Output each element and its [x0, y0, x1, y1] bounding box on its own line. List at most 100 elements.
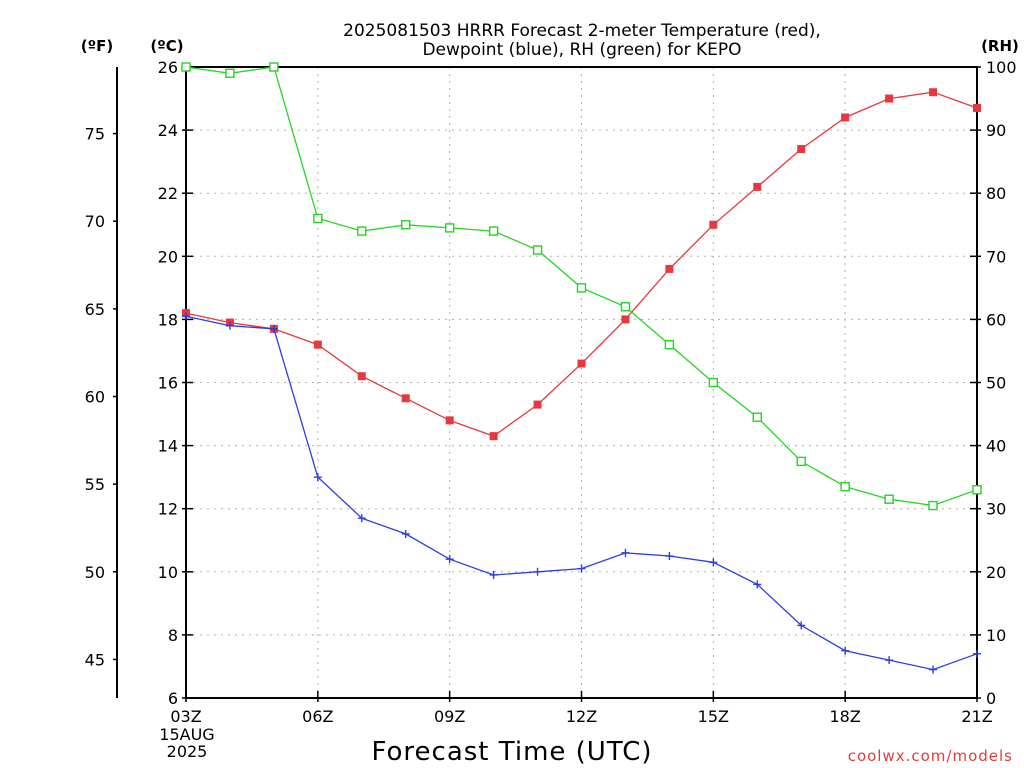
temperature-point [621, 315, 630, 324]
temperature-point [577, 359, 586, 368]
series-dewpoint [182, 312, 981, 674]
fahrenheit-tick-label: 65 [85, 300, 105, 319]
dewpoint-point [929, 665, 938, 674]
data-series [181, 62, 982, 674]
rh-point [444, 223, 455, 233]
dewpoint-point [577, 564, 586, 573]
rh-point [401, 220, 411, 230]
dewpoint-point [709, 558, 718, 567]
celsius-tick-label: 14 [158, 437, 178, 456]
temperature-point [973, 104, 981, 113]
rh-tick-label: 60 [986, 310, 1006, 329]
unit-label-fahrenheit: (ºF) [81, 37, 113, 55]
rh-point [972, 485, 982, 495]
celsius-tick-label: 12 [158, 500, 178, 519]
dewpoint-point [753, 580, 762, 589]
rh-point [708, 377, 719, 388]
x-axis-label: Forecast Time (UTC) [371, 737, 652, 767]
dewpoint-point [665, 552, 674, 561]
celsius-tick-label: 22 [158, 184, 178, 203]
credit-label: coolwx.com/models [848, 747, 1013, 765]
celsius-tick-label: 20 [158, 247, 178, 266]
dewpoint-point [357, 514, 366, 523]
dewpoint-point [885, 656, 894, 665]
dewpoint-point [841, 646, 850, 655]
dewpoint-point [269, 324, 278, 333]
rh-point [796, 456, 806, 467]
temperature-point [401, 394, 410, 403]
rh-tick-label: 90 [986, 121, 1006, 140]
rh-tick-label: 50 [986, 374, 1006, 393]
celsius-tick-label: 6 [168, 689, 178, 708]
rh-point [313, 213, 323, 224]
dewpoint-point [533, 567, 542, 576]
temperature-point [841, 113, 850, 122]
rh-point [357, 226, 367, 236]
rh-point [840, 481, 850, 492]
fahrenheit-tick-label: 45 [85, 650, 105, 669]
x-tick-label: 09Z [434, 707, 465, 726]
dewpoint-point [973, 649, 981, 658]
celsius-tick-label: 24 [158, 121, 178, 140]
rh-point [488, 226, 499, 236]
unit-label-celsius: (ºC) [150, 37, 183, 55]
dewpoint-point [313, 473, 322, 482]
temperature-point [489, 432, 498, 441]
temperature-point [445, 416, 454, 425]
temperature-point [357, 372, 366, 381]
fahrenheit-tick-label: 75 [85, 125, 105, 144]
x-tick-label: 12Z [566, 707, 597, 726]
temperature-point [709, 220, 718, 229]
x-tick-label: 18Z [830, 707, 861, 726]
date-label-year: 2025 [167, 742, 208, 761]
rh-point [532, 245, 543, 255]
rh-tick-label: 20 [986, 563, 1006, 582]
temperature-point [797, 145, 806, 154]
axes [113, 66, 981, 702]
rh-point [181, 62, 191, 72]
temperature-point [753, 182, 762, 191]
rh-tick-label: 30 [986, 500, 1006, 519]
rh-point [620, 302, 631, 312]
temperature-point [929, 88, 938, 97]
dewpoint-point [489, 570, 498, 579]
x-tick-label: 06Z [302, 707, 333, 726]
temperature-point [313, 340, 322, 349]
x-tick-label: 21Z [961, 707, 992, 726]
grid [186, 66, 977, 698]
rh-tick-label: 70 [986, 247, 1006, 266]
unit-label-rh: (RH) [981, 37, 1019, 55]
temperature-point [533, 400, 542, 409]
dewpoint-point [621, 548, 630, 557]
celsius-tick-label: 8 [168, 626, 178, 645]
celsius-tick-label: 10 [158, 563, 178, 582]
rh-tick-label: 100 [986, 58, 1017, 77]
rh-point [752, 412, 762, 422]
celsius-tick-label: 18 [158, 310, 178, 329]
temperature-point [885, 94, 894, 103]
rh-point [576, 283, 587, 293]
dewpoint-point [445, 555, 454, 564]
x-tick-label: 03Z [170, 707, 201, 726]
dewpoint-point [182, 312, 190, 321]
fahrenheit-tick-label: 70 [85, 212, 105, 231]
chart-title: 2025081503 HRRR Forecast 2-meter Tempera… [343, 21, 821, 41]
date-label-day: 15AUG [159, 725, 214, 744]
fahrenheit-tick-label: 50 [85, 563, 105, 582]
celsius-tick-label: 26 [158, 58, 178, 77]
dewpoint-point [401, 529, 410, 538]
celsius-tick-label: 16 [158, 374, 178, 393]
rh-tick-label: 0 [986, 689, 996, 708]
rh-point [664, 339, 675, 350]
x-tick-label: 15Z [698, 707, 729, 726]
rh-point [269, 62, 279, 72]
rh-tick-label: 10 [986, 626, 1006, 645]
tick-labels: 6 8 10 12 14 16 18 20 22 24 26 0 10 20 30 40 50 60 70 80 90 1… [85, 58, 1017, 726]
fahrenheit-tick-label: 60 [85, 388, 105, 407]
dewpoint-point [225, 321, 234, 330]
temperature-point [665, 264, 674, 273]
rh-tick-label: 80 [986, 184, 1006, 203]
rh-point [225, 68, 235, 79]
dewpoint-point [797, 621, 806, 630]
